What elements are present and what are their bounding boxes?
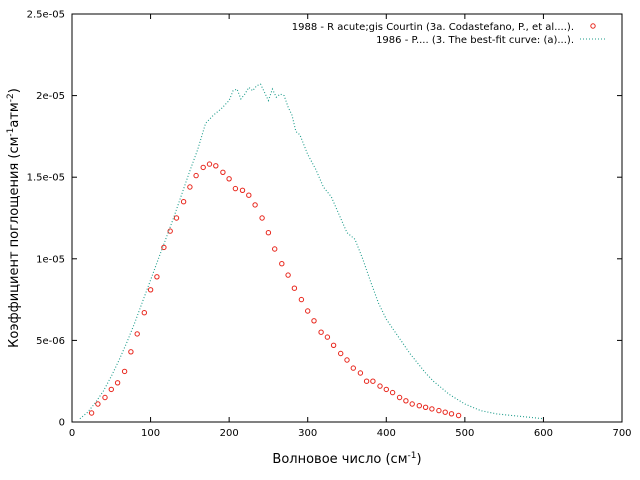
y-axis-title-tail: ): [7, 88, 22, 93]
data-point: [167, 228, 173, 234]
data-point: [220, 169, 226, 176]
data-point: [88, 410, 95, 416]
data-point: [154, 274, 160, 280]
x-tick-label: 100: [141, 428, 160, 439]
data-point: [429, 406, 435, 412]
data-point: [383, 386, 389, 393]
data-point: [265, 230, 272, 236]
x-axis-title: Волновое число (см-1): [272, 451, 421, 467]
data-point: [121, 368, 128, 375]
y-tick-label: 2.5e-05: [27, 10, 65, 21]
data-point: [455, 412, 462, 419]
data-point: [403, 398, 409, 404]
x-tick-label: 500: [455, 428, 474, 439]
series-layer: [79, 83, 544, 420]
data-point: [357, 370, 364, 376]
y-tick-label: 2e-05: [36, 91, 65, 102]
data-point: [422, 404, 429, 410]
legend-label-1: 1986 - P.... (3. The best-fit curve: (a)…: [376, 35, 574, 46]
data-point: [141, 310, 148, 316]
data-point: [213, 163, 219, 169]
data-point: [279, 261, 285, 267]
data-point: [173, 215, 180, 221]
data-point: [272, 246, 278, 252]
plot-frame: [71, 13, 623, 423]
data-point: [344, 357, 350, 363]
data-point: [311, 318, 317, 324]
data-point: [161, 244, 167, 251]
data-point: [416, 403, 422, 409]
data-point: [285, 272, 291, 278]
data-point: [193, 172, 199, 179]
x-axis-title-sup: -1: [408, 451, 417, 461]
data-point: [363, 378, 370, 384]
data-point: [206, 161, 213, 167]
x-tick-label: 600: [534, 428, 553, 439]
data-point: [324, 334, 331, 340]
data-point: [252, 202, 258, 208]
y-axis-title-mid: атм: [7, 102, 22, 127]
data-point: [396, 394, 403, 401]
data-point: [370, 378, 376, 384]
data-point: [226, 176, 232, 182]
data-point: [305, 308, 311, 314]
data-point: [338, 350, 344, 357]
data-point: [134, 331, 140, 337]
data-point: [147, 287, 154, 293]
data-point: [102, 394, 108, 401]
legend: 1988 - R acute;gis Courtin (3a. Codastef…: [292, 22, 607, 46]
legend-marker-0: [590, 23, 596, 29]
data-point: [259, 215, 265, 221]
data-point: [232, 185, 239, 192]
data-point: [246, 192, 252, 198]
series-line-1: [79, 83, 544, 420]
data-point: [330, 342, 337, 348]
y-axis-title: Коэффициент поглощения (см-1атм-2): [6, 88, 22, 348]
data-point: [108, 386, 115, 393]
x-tick-label: 300: [298, 428, 317, 439]
data-point: [350, 365, 356, 371]
x-tick-label: 0: [69, 428, 75, 439]
legend-label-0: 1988 - R acute;gis Courtin (3a. Codastef…: [292, 22, 574, 33]
data-point: [318, 329, 324, 335]
y-tick-label: 1e-05: [36, 254, 65, 265]
data-point: [448, 411, 455, 417]
data-point: [200, 164, 206, 171]
x-tick-label: 700: [612, 428, 631, 439]
y-axis-title-sup-2: -2: [6, 93, 16, 102]
x-tick-label: 400: [377, 428, 396, 439]
y-axis-title-text: Коэффициент поглощения (см: [7, 137, 22, 348]
data-point: [291, 285, 298, 291]
x-axis-title-text: Волновое число (см: [272, 452, 407, 467]
y-axis-title-sup-1: -1: [6, 128, 16, 137]
data-point: [298, 296, 305, 303]
data-point: [442, 409, 448, 415]
data-point: [377, 383, 383, 389]
data-point: [114, 380, 121, 386]
y-tick-label: 0: [59, 418, 65, 429]
ticks-layer: 0 100 200 300 400 500 600 700 0 5e-06 1e-05 1.5e-05…: [27, 10, 632, 440]
data-point: [409, 401, 415, 407]
data-point: [436, 407, 442, 414]
data-point: [95, 401, 101, 407]
data-point: [128, 349, 134, 355]
x-axis-title-tail: ): [416, 452, 421, 467]
data-point: [389, 389, 396, 396]
y-tick-label: 1.5e-05: [27, 173, 65, 184]
data-point: [239, 187, 246, 194]
y-tick-label: 5e-06: [36, 336, 65, 347]
data-point: [187, 184, 193, 190]
x-tick-label: 200: [220, 428, 239, 439]
data-point: [180, 199, 187, 205]
